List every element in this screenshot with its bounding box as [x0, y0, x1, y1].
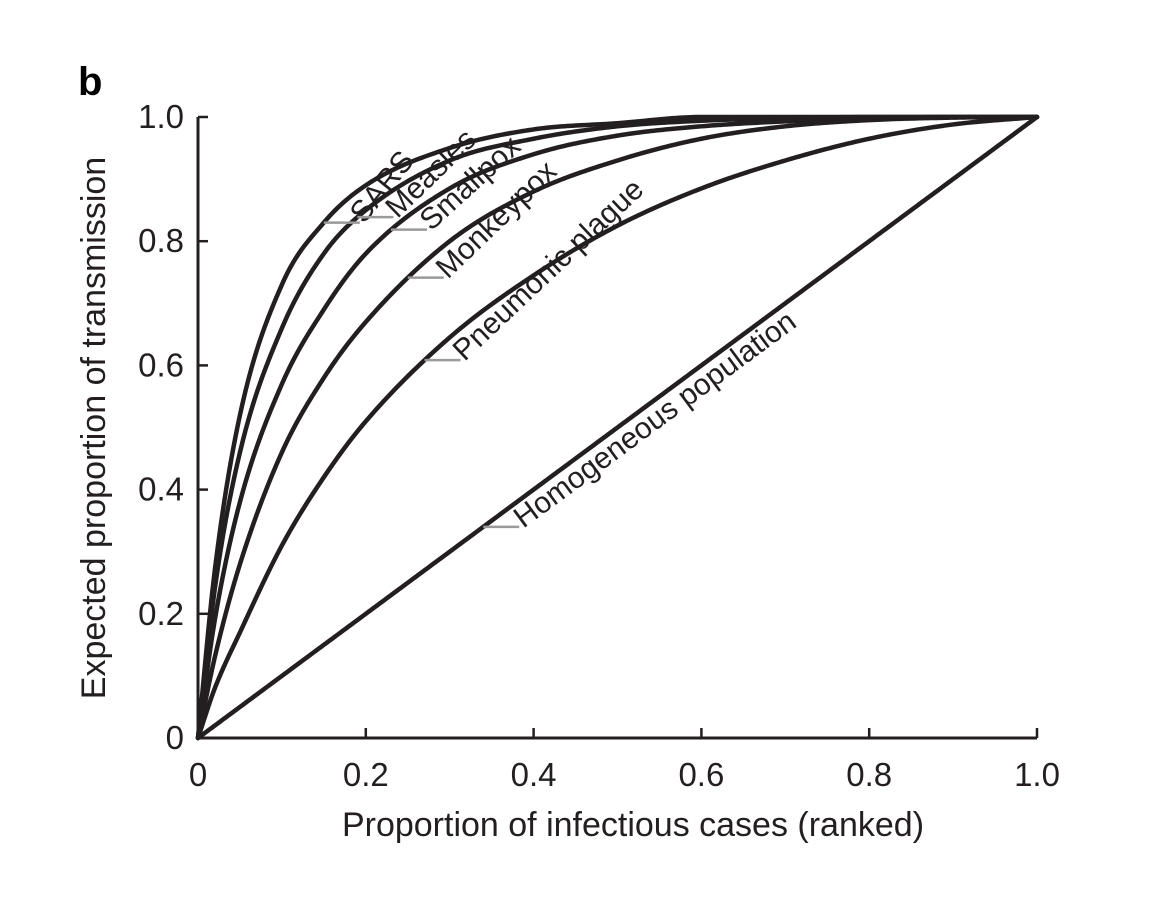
y-ticks-group: 0 0.2 0.4 0.6 0.8 1.0: [138, 98, 208, 756]
label-pneumonic-plague: Pneumonic plague: [447, 173, 650, 367]
y-tick-label: 1.0: [138, 98, 184, 135]
y-axis-title: Expected proportion of transmission: [75, 157, 113, 699]
x-ticks-group: 0 0.2 0.4 0.6 0.8 1.0: [189, 728, 1060, 793]
x-tick-label: 0.6: [678, 756, 724, 793]
y-tick-label: 0: [166, 719, 184, 756]
y-tick-label: 0.8: [138, 222, 184, 259]
curve-monkeypox: [195, 114, 1040, 741]
x-tick-label: 0.2: [343, 756, 389, 793]
x-axis-title: Proportion of infectious cases (ranked): [342, 806, 924, 844]
panel-letter: b: [78, 60, 102, 104]
x-tick-label: 0: [189, 756, 207, 793]
curves-group: [195, 114, 1040, 741]
axes-group: [196, 117, 1037, 740]
curve-homogeneous-population: [195, 114, 1040, 741]
x-tick-label: 1.0: [1014, 756, 1060, 793]
label-homogeneous-population: Homogeneous population: [508, 305, 802, 535]
y-tick-label: 0.4: [138, 471, 184, 508]
x-tick-label: 0.4: [511, 756, 557, 793]
y-tick-label: 0.6: [138, 346, 184, 383]
y-tick-label: 0.2: [138, 595, 184, 632]
curve-pneumonic-plague: [195, 114, 1040, 741]
x-tick-label: 0.8: [846, 756, 892, 793]
